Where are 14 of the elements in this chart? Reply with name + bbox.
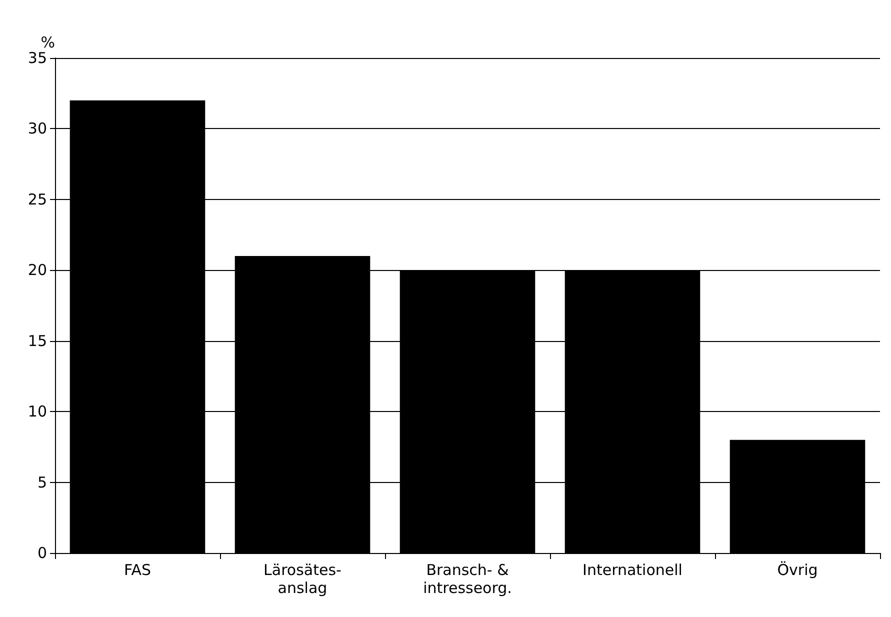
y-tick-label: 5 bbox=[37, 473, 47, 492]
y-tick-label: 25 bbox=[28, 190, 47, 208]
y-tick-label: 20 bbox=[28, 261, 47, 280]
x-tick-label: Internationell bbox=[582, 561, 682, 579]
x-tick-label: Lärosätes- anslag bbox=[264, 561, 342, 597]
x-tick-label: Bransch- & intresseorg. bbox=[423, 561, 512, 597]
y-tick-label: 35 bbox=[28, 49, 47, 67]
x-tick-label: FAS bbox=[124, 561, 152, 579]
y-axis-title: % bbox=[40, 34, 55, 52]
y-tick-label: 10 bbox=[28, 402, 47, 421]
x-tick-label: Övrig bbox=[777, 561, 818, 579]
y-tick-label: 0 bbox=[37, 544, 47, 562]
y-tick-label: 30 bbox=[28, 120, 47, 138]
y-tick-label: 15 bbox=[28, 332, 47, 350]
